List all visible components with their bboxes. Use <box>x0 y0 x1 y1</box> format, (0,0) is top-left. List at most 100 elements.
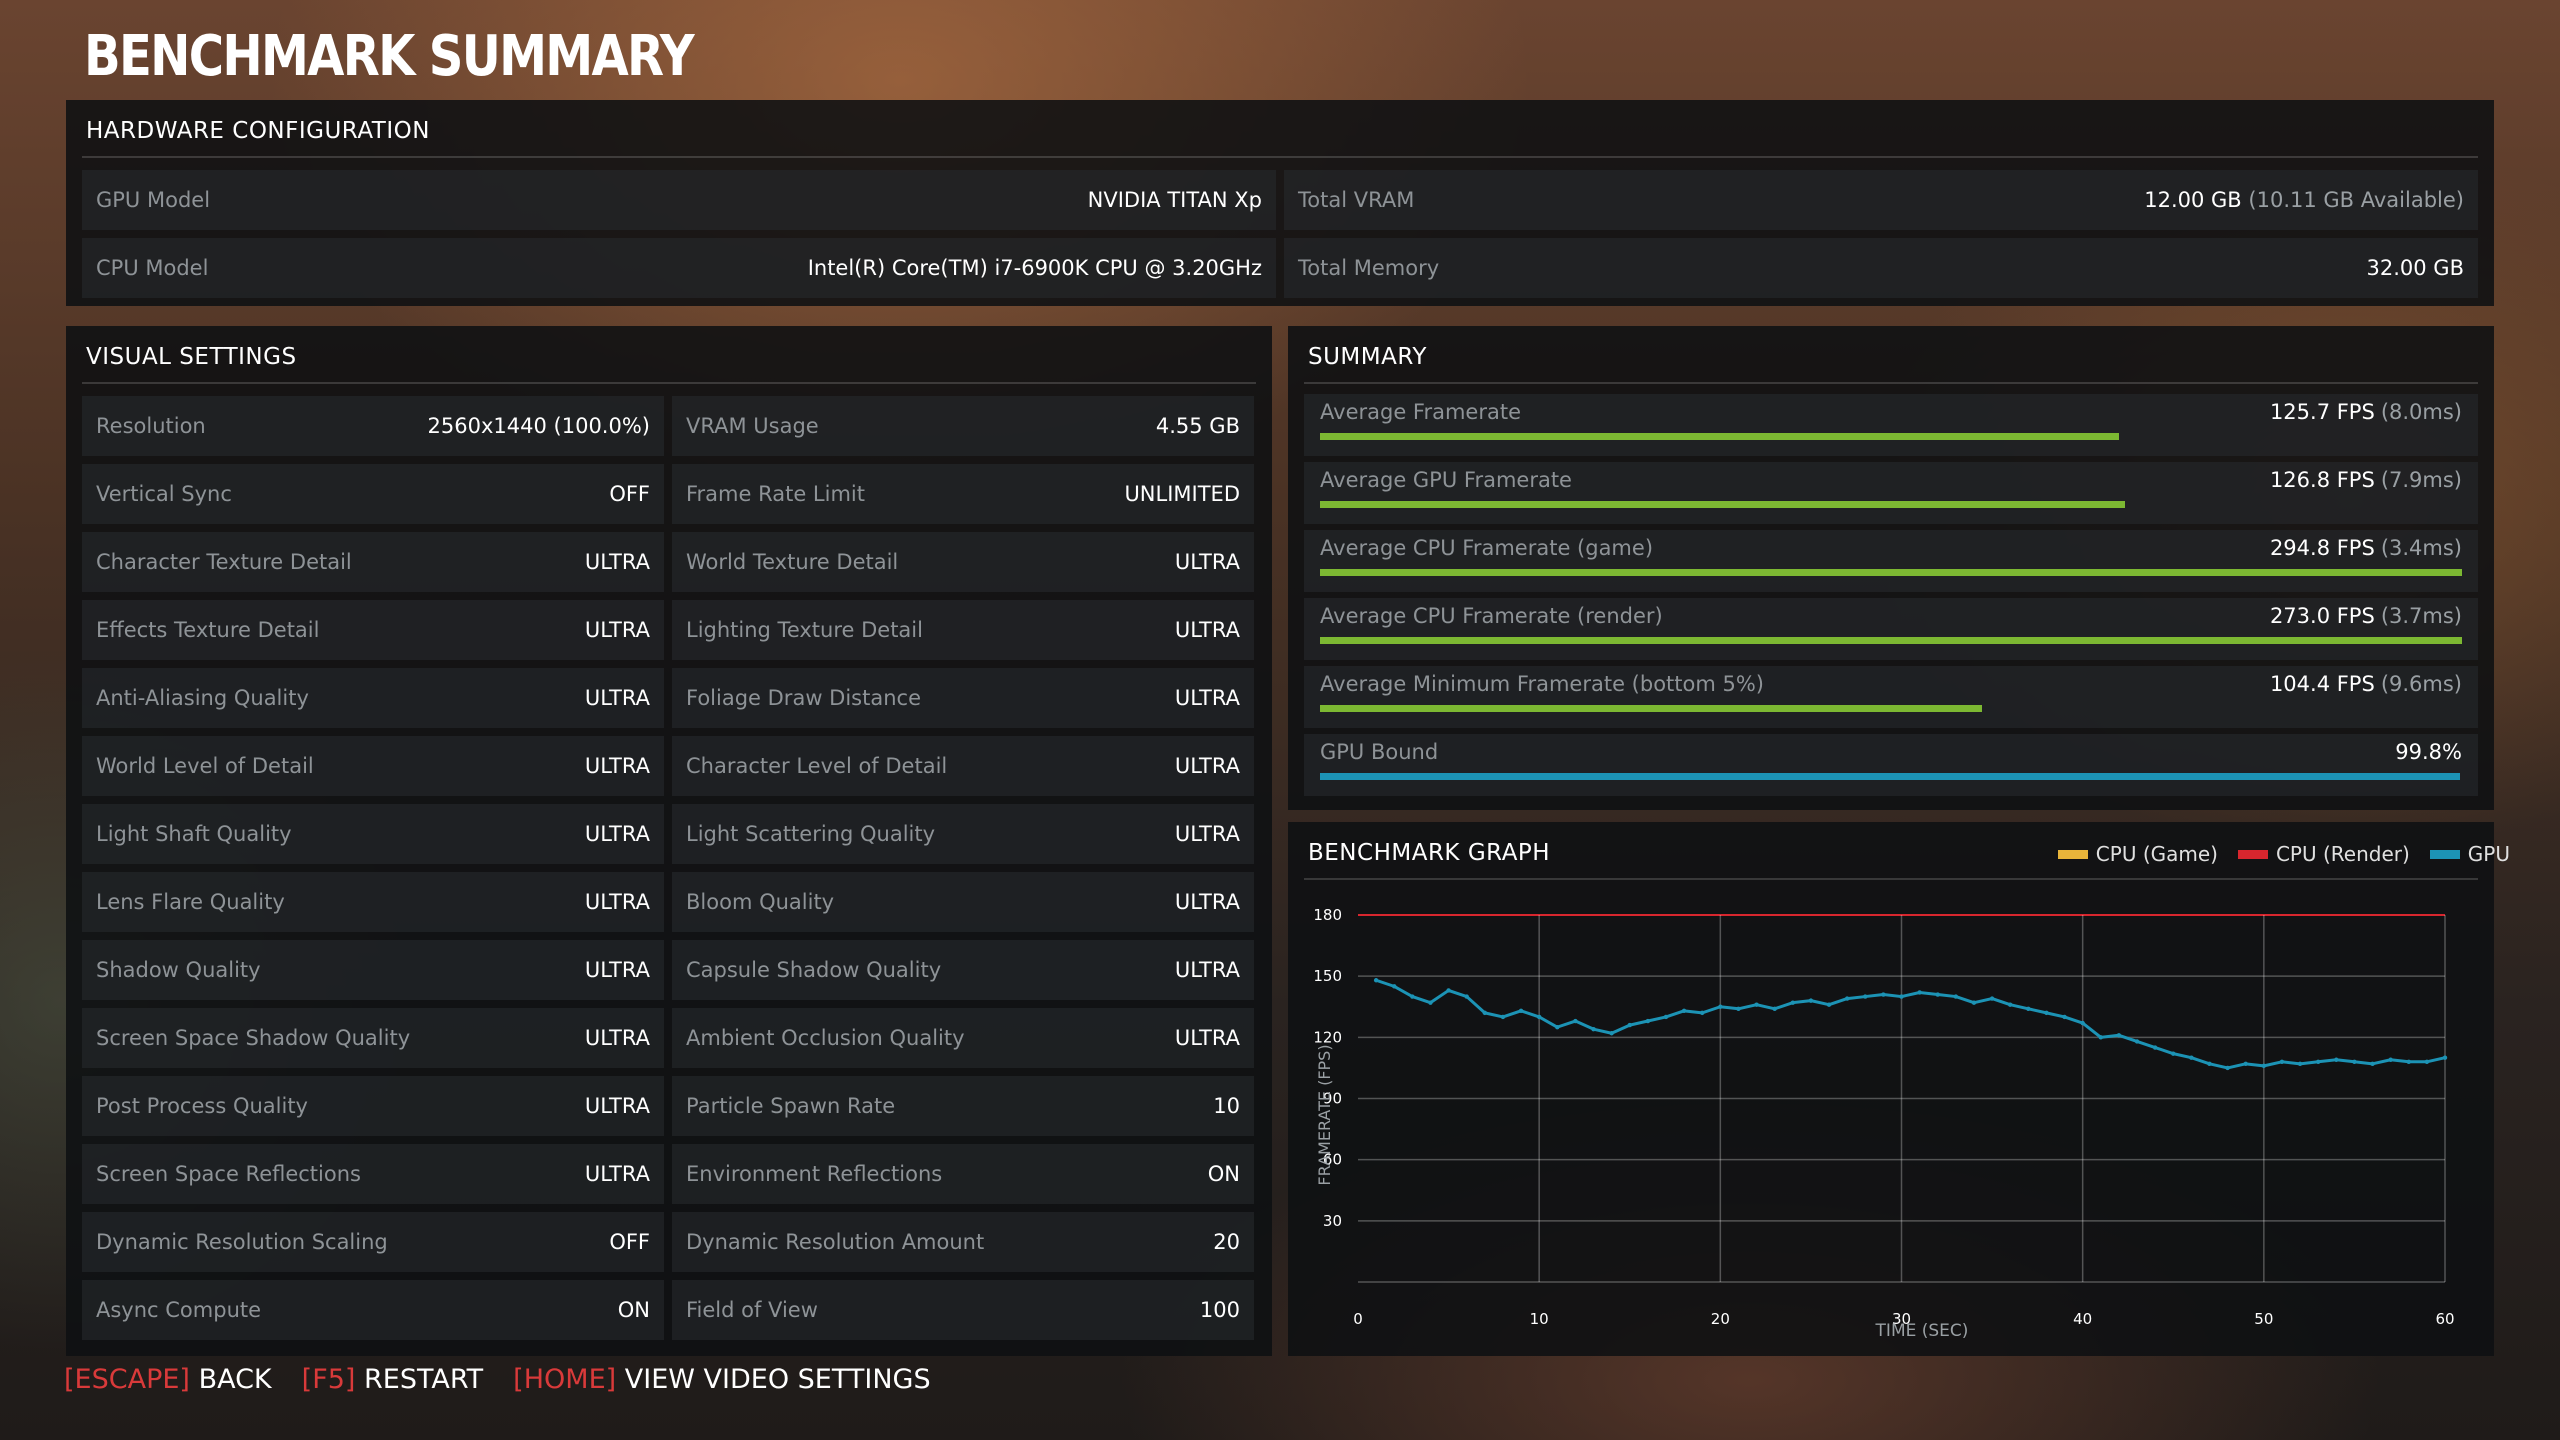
series-point-gpu <box>1844 996 1850 1001</box>
series-point-gpu <box>1591 1026 1596 1032</box>
legend-cpu-game-label: CPU (Game) <box>2095 842 2218 866</box>
series-line-gpu <box>1375 978 2446 1070</box>
setting-value: ON <box>617 1298 650 1322</box>
series-point-gpu <box>1790 1000 1795 1005</box>
x-tick-label: 60 <box>2435 1310 2454 1328</box>
hardware-panel: HARDWARE CONFIGURATION GPU Model NVIDIA … <box>66 100 2494 306</box>
gpu-model-value: NVIDIA TITAN Xp <box>1087 188 1262 212</box>
series-point-gpu <box>2261 1063 2267 1069</box>
series-point-gpu <box>1500 1014 1506 1020</box>
series-point-gpu <box>1917 990 1922 995</box>
setting-row: Shadow Quality ULTRA <box>82 940 664 1000</box>
restart-label: RESTART <box>364 1364 484 1395</box>
setting-value: 10 <box>1213 1094 1240 1118</box>
legend-cpu-render-swatch <box>2237 849 2268 859</box>
series-point-gpu <box>1953 994 1959 999</box>
summary-bar-fill <box>1320 501 2126 508</box>
page-title: BENCHMARK SUMMARY <box>84 24 695 89</box>
series-point-gpu <box>1482 1010 1488 1016</box>
series-point-gpu <box>1718 1004 1723 1009</box>
restart-button[interactable]: [F5] RESTART <box>301 1364 484 1395</box>
benchmark-graph-panel: BENCHMARK GRAPH <box>1288 822 2494 1356</box>
setting-value: 4.55 GB <box>1155 414 1240 438</box>
setting-label: Environment Reflections <box>686 1162 943 1186</box>
series-point-gpu <box>2062 1014 2067 1020</box>
setting-value: ULTRA <box>584 754 650 778</box>
series-point-gpu <box>2171 1051 2176 1056</box>
series-point-gpu <box>1373 978 1379 983</box>
series-point-gpu <box>2152 1045 2158 1050</box>
setting-label: Foliage Draw Distance <box>686 686 921 710</box>
setting-value: 2560x1440 (100.0%) <box>427 414 650 438</box>
escape-key: ESCAPE <box>74 1364 180 1395</box>
setting-value: ULTRA <box>584 550 650 574</box>
setting-label: Character Level of Detail <box>686 754 948 778</box>
chart-series <box>1373 978 2448 1071</box>
series-point-gpu <box>1464 994 1469 999</box>
setting-row: Character Level of Detail ULTRA <box>672 736 1254 796</box>
setting-label: Async Compute <box>96 1298 262 1322</box>
summary-bar-track <box>1320 433 2462 440</box>
y-tick-label: 120 <box>1313 1028 1342 1046</box>
setting-label: Light Scattering Quality <box>686 822 936 846</box>
summary-ms: (8.0ms) <box>2380 400 2462 424</box>
total-vram-label: Total VRAM <box>1298 188 1415 212</box>
setting-row: Light Scattering Quality ULTRA <box>672 804 1254 864</box>
x-tick-label: 20 <box>1711 1310 1730 1328</box>
cpu-model-value: Intel(R) Core(TM) i7-6900K CPU @ 3.20GHz <box>807 256 1262 280</box>
summary-ms: (3.4ms) <box>2380 536 2462 560</box>
series-point-gpu <box>1428 1000 1433 1005</box>
gpu-model-label: GPU Model <box>96 188 211 212</box>
view-video-settings-button[interactable]: [HOME] VIEW VIDEO SETTINGS <box>513 1364 931 1395</box>
setting-label: Dynamic Resolution Amount <box>686 1230 985 1254</box>
summary-value: 125.7 FPS <box>2269 400 2375 424</box>
setting-row: Screen Space Shadow Quality ULTRA <box>82 1008 664 1068</box>
summary-value: 294.8 FPS <box>2269 536 2375 560</box>
series-point-gpu <box>2134 1039 2140 1044</box>
summary-bar-track <box>1320 705 2462 712</box>
setting-value: 100 <box>1199 1298 1240 1322</box>
setting-label: Field of View <box>686 1298 818 1322</box>
visual-settings-divider <box>82 382 1256 384</box>
series-point-gpu <box>1645 1018 1651 1024</box>
setting-row: Particle Spawn Rate 10 <box>672 1076 1254 1136</box>
total-memory-label: Total Memory <box>1298 256 1440 280</box>
series-point-gpu <box>2008 1002 2013 1007</box>
setting-value: OFF <box>609 1230 650 1254</box>
legend-cpu-render: CPU (Render) <box>2237 842 2410 866</box>
series-point-gpu <box>2388 1057 2393 1062</box>
setting-label: Character Texture Detail <box>96 550 352 574</box>
series-point-gpu <box>2080 1020 2085 1026</box>
total-vram-value: 12.00 GB <box>2144 188 2242 212</box>
series-point-gpu <box>1681 1008 1687 1014</box>
setting-label: VRAM Usage <box>686 414 819 438</box>
setting-row: Character Texture Detail ULTRA <box>82 532 664 592</box>
summary-label: GPU Bound <box>1320 740 1439 764</box>
summary-ms: (7.9ms) <box>2380 468 2462 492</box>
y-tick-label: 30 <box>1323 1212 1342 1230</box>
total-memory-row: Total Memory 32.00 GB <box>1284 238 2478 298</box>
setting-value: ULTRA <box>1174 686 1240 710</box>
summary-ms: (9.6ms) <box>2380 672 2462 696</box>
legend-cpu-game: CPU (Game) <box>2057 842 2218 866</box>
y-axis-label: FRAMERATE (FPS) <box>1315 1044 1334 1185</box>
hardware-divider <box>82 156 2478 158</box>
back-button[interactable]: [ESCAPE] BACK <box>64 1364 272 1395</box>
setting-value: OFF <box>609 482 650 506</box>
series-point-gpu <box>2243 1061 2248 1067</box>
legend-gpu: GPU <box>2429 842 2510 866</box>
summary-bar-fill <box>1320 433 2120 440</box>
series-point-gpu <box>1573 1018 1578 1024</box>
setting-value: ULTRA <box>584 822 650 846</box>
summary-bar-fill <box>1320 569 2462 576</box>
x-tick-label: 0 <box>1353 1310 1363 1328</box>
hardware-panel-title: HARDWARE CONFIGURATION <box>86 118 430 144</box>
total-vram-available: (10.11 GB Available) <box>2248 188 2464 212</box>
visual-settings-title: VISUAL SETTINGS <box>86 344 297 370</box>
benchmark-graph-divider <box>1304 878 2478 880</box>
y-tick-label: 180 <box>1313 906 1342 924</box>
setting-value: ON <box>1207 1162 1240 1186</box>
setting-value: ULTRA <box>584 1094 650 1118</box>
home-key: HOME <box>523 1364 606 1395</box>
